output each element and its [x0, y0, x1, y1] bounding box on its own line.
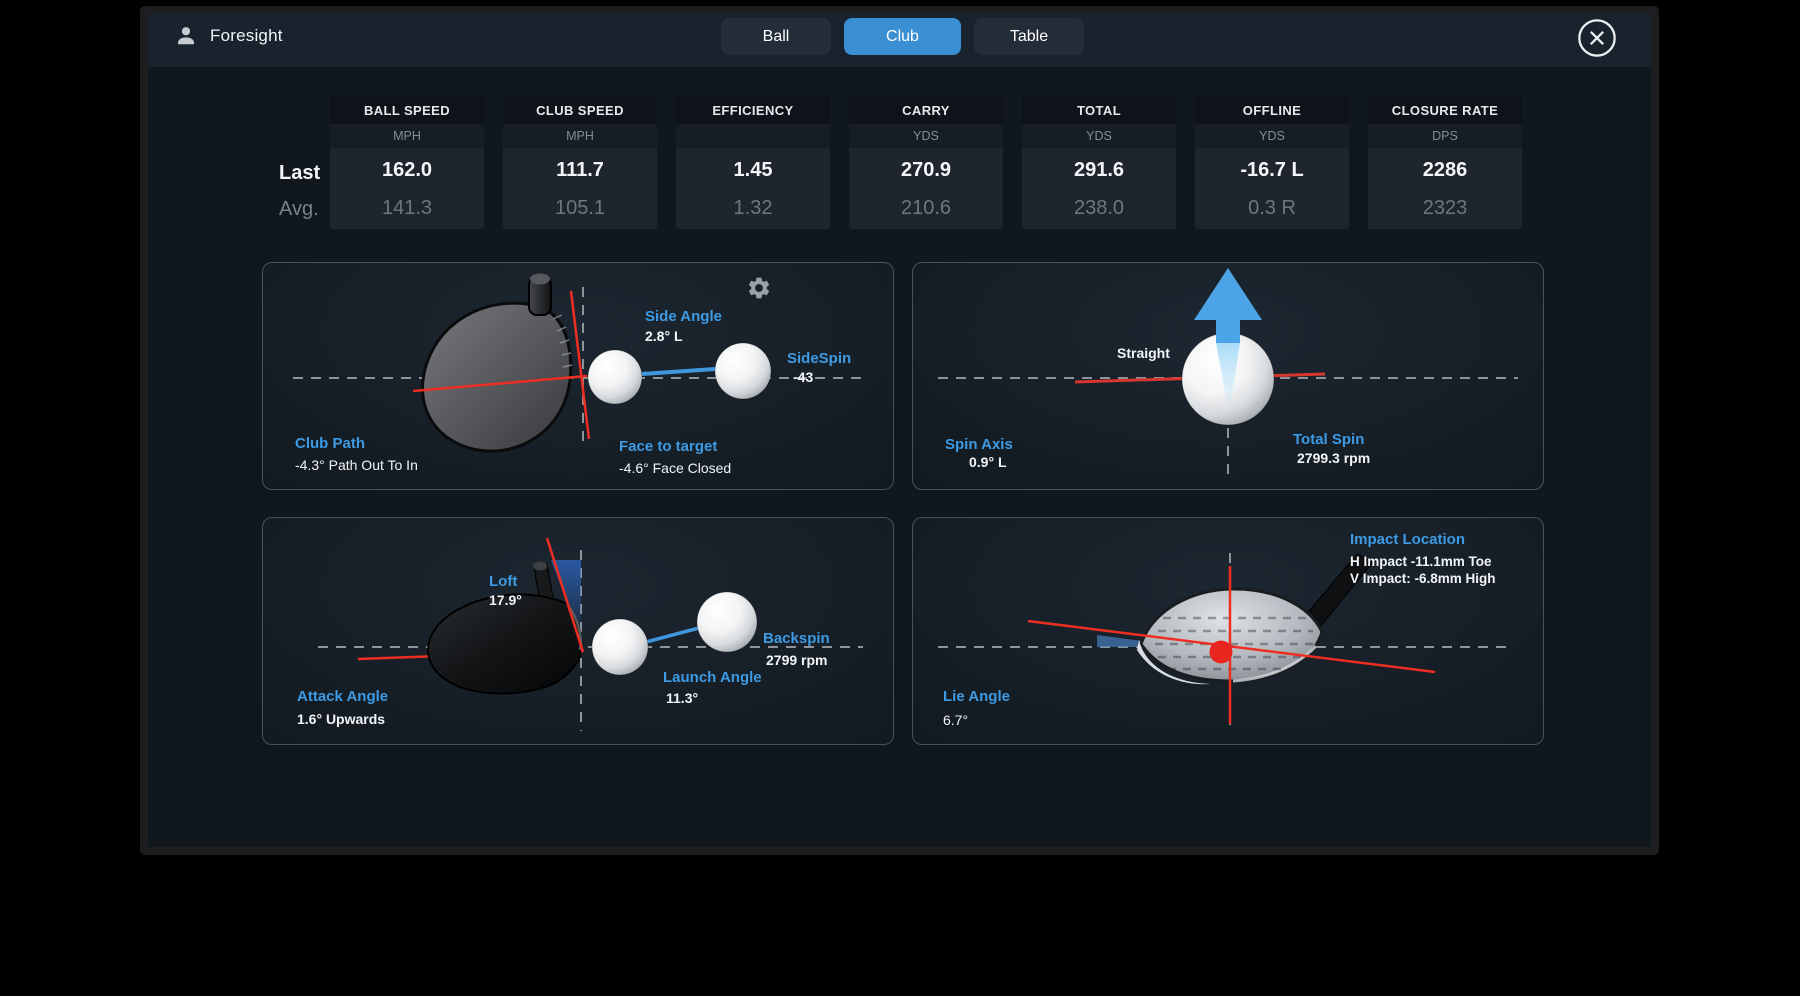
row-label-avg: Avg.	[279, 198, 319, 220]
spin-axis-panel: Straight Spin Axis 0.9° L Total Spin 279…	[912, 262, 1544, 490]
tab-ball-label: Ball	[762, 27, 790, 45]
stat-card-closure-rate: CLOSURE RATE DPS 2286 2323	[1368, 96, 1522, 229]
club-path-panel: Side Angle 2.8° L SideSpin -43 Club Path…	[262, 262, 894, 490]
stat-avg-value: 141.3	[381, 197, 433, 219]
stat-label: CLUB SPEED	[503, 96, 657, 124]
tab-ball[interactable]: Ball	[721, 18, 831, 55]
window-content: Foresight Ball Club Table Last Avg. BALL…	[148, 14, 1651, 847]
stat-card-offline: OFFLINE YDS -16.7 L 0.3 R	[1195, 96, 1349, 229]
face-to-target-label: Face to target	[619, 438, 718, 455]
spin-axis-graphic	[938, 268, 1518, 475]
stat-last-value: 270.9	[900, 159, 952, 181]
stat-label: CLOSURE RATE	[1368, 96, 1522, 124]
stat-unit: MPH	[503, 124, 657, 148]
close-button[interactable]	[1576, 17, 1618, 59]
stat-unit: YDS	[849, 124, 1003, 148]
total-spin-value: 2799.3 rpm	[1297, 450, 1371, 466]
stat-card-ball-speed: BALL SPEED MPH 162.0 141.3	[330, 96, 484, 229]
side-angle-value: 2.8° L	[645, 328, 683, 344]
stat-last-value: 162.0	[381, 159, 433, 181]
loft-label: Loft	[489, 573, 518, 590]
tab-table[interactable]: Table	[974, 18, 1084, 55]
club-path-value: -4.3° Path Out To In	[295, 457, 418, 473]
app-title: Foresight	[210, 26, 283, 45]
total-spin-label: Total Spin	[1293, 431, 1365, 448]
stat-label: BALL SPEED	[330, 96, 484, 124]
h-impact-value: H Impact -11.1mm Toe	[1350, 554, 1492, 569]
tab-club-label: Club	[886, 27, 919, 45]
spin-axis-label: Spin Axis	[945, 436, 1013, 453]
impact-location-label: Impact Location	[1350, 531, 1466, 548]
v-impact-value: V Impact: -6.8mm High	[1350, 571, 1496, 586]
tab-club[interactable]: Club	[844, 18, 961, 55]
impact-location-panel: Impact Location H Impact -11.1mm Toe V I…	[912, 517, 1544, 745]
stat-unit: YDS	[1022, 124, 1176, 148]
club-path-label: Club Path	[295, 435, 365, 452]
spin-axis-value: 0.9° L	[969, 454, 1007, 470]
stat-card-total: TOTAL YDS 291.6 238.0	[1022, 96, 1176, 229]
impact-location-graphic	[938, 553, 1513, 730]
launch-panel: Loft 17.9° Backspin 2799 rpm Launch Angl…	[262, 517, 894, 745]
stat-avg-value: 210.6	[900, 197, 952, 219]
face-to-target-value: -4.6° Face Closed	[619, 460, 732, 476]
attack-angle-label: Attack Angle	[297, 688, 389, 705]
stat-unit: DPS	[1368, 124, 1522, 148]
profile-button[interactable]: Foresight	[174, 24, 283, 48]
stat-avg-value: 105.1	[554, 197, 606, 219]
sidespin-label: SideSpin	[787, 350, 852, 367]
stat-label: CARRY	[849, 96, 1003, 124]
lie-angle-value: 6.7°	[943, 712, 969, 728]
straight-label: Straight	[1117, 345, 1170, 361]
stat-unit: YDS	[1195, 124, 1349, 148]
stat-label: OFFLINE	[1195, 96, 1349, 124]
gear-icon	[748, 277, 770, 299]
attack-angle-value: 1.6° Upwards	[297, 711, 386, 727]
stat-avg-value: 238.0	[1073, 197, 1125, 219]
launch-angle-value: 11.3°	[666, 690, 699, 706]
stat-last-value: 1.45	[733, 159, 773, 181]
stat-unit	[676, 124, 830, 148]
launch-graphic	[318, 537, 863, 731]
stat-avg-value: 1.32	[733, 197, 773, 219]
loft-value: 17.9°	[489, 592, 522, 608]
stat-last-value: 2286	[1422, 159, 1468, 181]
backspin-value: 2799 rpm	[766, 652, 828, 668]
header-bar: Foresight Ball Club Table	[148, 14, 1651, 67]
row-label-last: Last	[279, 162, 321, 184]
close-icon	[1578, 19, 1616, 57]
lie-angle-label: Lie Angle	[943, 688, 1010, 705]
club-path-graphic	[293, 273, 865, 453]
stat-card-carry: CARRY YDS 270.9 210.6	[849, 96, 1003, 229]
stat-label: TOTAL	[1022, 96, 1176, 124]
stat-last-value: -16.7 L	[1240, 159, 1304, 181]
stat-last-value: 291.6	[1073, 159, 1125, 181]
tab-table-label: Table	[1009, 27, 1049, 45]
user-icon	[178, 27, 194, 45]
stat-last-value: 111.7	[556, 159, 604, 181]
stat-label: EFFICIENCY	[676, 96, 830, 124]
stat-card-efficiency: EFFICIENCY 1.45 1.32	[676, 96, 830, 229]
backspin-label: Backspin	[763, 630, 830, 647]
stat-avg-value: 0.3 R	[1248, 197, 1296, 219]
stat-unit: MPH	[330, 124, 484, 148]
stat-card-club-speed: CLUB SPEED MPH 111.7 105.1	[503, 96, 657, 229]
launch-angle-label: Launch Angle	[663, 669, 762, 686]
side-angle-label: Side Angle	[645, 308, 722, 325]
settings-button[interactable]	[746, 275, 772, 306]
stat-avg-value: 2323	[1422, 197, 1468, 219]
app-window: Foresight Ball Club Table Last Avg. BALL…	[140, 6, 1659, 855]
sidespin-value: -43	[793, 369, 814, 385]
